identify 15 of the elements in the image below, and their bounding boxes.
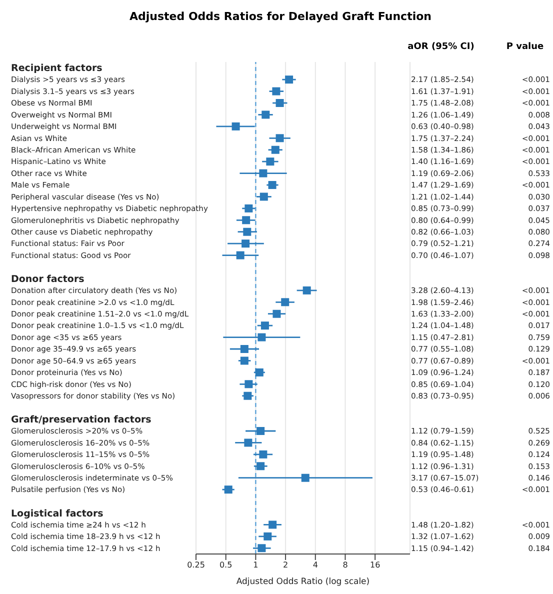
x-tick-label: 0.25 — [187, 560, 205, 570]
x-tick-label: 4 — [312, 560, 318, 570]
y-tick-label: Recipient factors — [11, 63, 103, 74]
text: aOR (95% CI) — [406, 42, 476, 52]
x-tick-label: 1 — [253, 560, 258, 570]
y-tick-label: Logistical factors — [11, 508, 104, 520]
x-tick-label: 8 — [342, 560, 348, 570]
text: P value — [505, 42, 545, 52]
x-tick-label: 2 — [282, 560, 288, 570]
x-tick-label: 16 — [370, 560, 380, 570]
x-tick-label: 0.5 — [219, 560, 232, 570]
chart-title: Adjusted Odds Ratios for Delayed Graft Function — [128, 10, 432, 23]
y-tick-label: Donor factors — [11, 274, 85, 286]
y-tick-label: Graft/preservation factors — [11, 414, 152, 426]
x-axis-title: Adjusted Odds Ratio (log scale) — [236, 577, 370, 587]
